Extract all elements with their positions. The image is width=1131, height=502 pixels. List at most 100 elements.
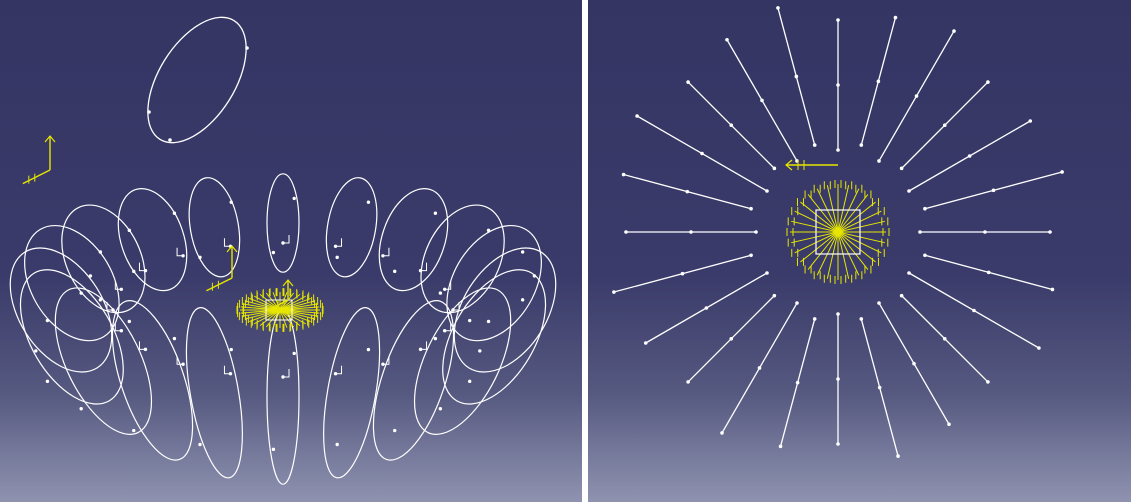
- vertex-point[interactable]: [918, 230, 922, 234]
- vertex-point[interactable]: [467, 379, 472, 384]
- vertex-point[interactable]: [127, 228, 132, 233]
- sketch-line[interactable]: [899, 80, 990, 171]
- constraint-anchor-icon[interactable]: [804, 265, 812, 274]
- vertex-point[interactable]: [749, 206, 753, 211]
- sketch-loop-detached[interactable]: [128, 0, 267, 159]
- constraint-anchor-icon[interactable]: [283, 288, 291, 297]
- vertex-point[interactable]: [442, 287, 447, 291]
- sketch-line[interactable]: [612, 253, 753, 294]
- vertex-point[interactable]: [972, 308, 976, 313]
- vertex-point[interactable]: [704, 306, 709, 310]
- vertex-point[interactable]: [438, 407, 443, 411]
- sketch-loop[interactable]: [433, 230, 577, 390]
- vertex-point[interactable]: [836, 83, 840, 87]
- sketch-loop[interactable]: [0, 230, 133, 390]
- sketch-line[interactable]: [907, 119, 1033, 193]
- constraint-anchor-icon[interactable]: [283, 323, 291, 332]
- vertex-point[interactable]: [79, 291, 83, 295]
- constraint-anchor-icon[interactable]: [241, 315, 249, 323]
- vertex-point[interactable]: [991, 188, 996, 193]
- sketch-loop[interactable]: [395, 274, 531, 449]
- constraint-anchor-icon[interactable]: [845, 181, 853, 190]
- vertex-point[interactable]: [418, 347, 423, 352]
- vertex-point[interactable]: [778, 444, 783, 449]
- vertex-point[interactable]: [393, 428, 397, 433]
- vertex-point[interactable]: [1048, 230, 1052, 234]
- vertex-point[interactable]: [621, 172, 626, 177]
- vertex-point[interactable]: [143, 347, 148, 352]
- vertex-point[interactable]: [132, 428, 136, 433]
- vertex-point[interactable]: [478, 349, 482, 353]
- vertex-point[interactable]: [986, 380, 990, 384]
- sketch-loop-curve[interactable]: [319, 174, 384, 281]
- sketch-line[interactable]: [776, 6, 817, 147]
- constraint-anchor-icon[interactable]: [804, 190, 812, 199]
- constraint-anchor-icon[interactable]: [834, 276, 842, 284]
- vertex-point[interactable]: [181, 254, 185, 258]
- vertex-point[interactable]: [795, 380, 800, 385]
- vertex-point[interactable]: [438, 291, 443, 295]
- isometric-wireframe-canvas[interactable]: [0, 0, 582, 502]
- sketch-loop[interactable]: [96, 291, 209, 469]
- vertex-point[interactable]: [765, 189, 769, 193]
- constraint-anchor-icon[interactable]: [311, 315, 319, 323]
- sketch-line[interactable]: [923, 170, 1064, 211]
- vertex-point[interactable]: [907, 271, 911, 275]
- sketch-loop[interactable]: [35, 274, 171, 449]
- sketch-loop-curve[interactable]: [266, 309, 300, 485]
- axis-triad-icon[interactable]: [271, 279, 294, 309]
- sketch-line[interactable]: [643, 271, 769, 345]
- top-view-wireframe-canvas[interactable]: [588, 0, 1131, 502]
- vertex-point[interactable]: [520, 298, 525, 302]
- constraint-anchor-icon[interactable]: [823, 181, 831, 190]
- vertex-point[interactable]: [1050, 287, 1055, 292]
- sketch-line[interactable]: [907, 271, 1041, 350]
- sketch-loop-curve[interactable]: [427, 209, 560, 358]
- sketch-line[interactable]: [899, 293, 990, 384]
- vertex-point[interactable]: [896, 454, 900, 458]
- vertex-point[interactable]: [1028, 119, 1033, 123]
- vertex-point[interactable]: [281, 375, 285, 379]
- constraint-anchor-icon[interactable]: [315, 302, 323, 311]
- sketch-line[interactable]: [836, 312, 840, 446]
- sketch-loop-curve[interactable]: [96, 291, 209, 469]
- center-square[interactable]: [265, 299, 293, 321]
- vertex-point[interactable]: [335, 255, 339, 260]
- isometric-3d-viewport[interactable]: [0, 0, 582, 502]
- sketch-loop-curve[interactable]: [176, 304, 253, 482]
- sketch-loop[interactable]: [266, 173, 300, 273]
- sketch-line[interactable]: [923, 253, 1055, 292]
- sketch-loop-curve[interactable]: [182, 174, 247, 281]
- constraint-anchor-icon[interactable]: [791, 248, 799, 257]
- sketch-loop-curve[interactable]: [367, 180, 460, 300]
- sketch-line[interactable]: [621, 172, 753, 211]
- vertex-point[interactable]: [914, 94, 919, 98]
- vertex-point[interactable]: [486, 319, 491, 324]
- vertex-point[interactable]: [877, 301, 881, 305]
- constraint-anchor-icon[interactable]: [238, 312, 246, 321]
- vertex-point[interactable]: [899, 293, 904, 298]
- sketch-loop[interactable]: [182, 174, 247, 281]
- vertex-point[interactable]: [381, 254, 385, 258]
- vertex-point[interactable]: [228, 372, 233, 376]
- constraint-anchor-icon[interactable]: [864, 265, 872, 274]
- vertex-point[interactable]: [729, 336, 734, 341]
- vertex-point[interactable]: [907, 189, 911, 193]
- constraint-anchor-icon[interactable]: [787, 217, 795, 226]
- sketch-loop-curve[interactable]: [45, 191, 161, 326]
- vertex-point[interactable]: [776, 6, 780, 10]
- vertex-point[interactable]: [79, 407, 83, 411]
- constraint-anchor-icon[interactable]: [882, 228, 890, 236]
- sketch-line[interactable]: [624, 230, 758, 234]
- constraint-anchor-icon[interactable]: [877, 248, 885, 257]
- constraint-anchor-icon[interactable]: [269, 323, 277, 332]
- sketch-line[interactable]: [859, 317, 900, 458]
- vertex-point[interactable]: [685, 189, 690, 194]
- vertex-point[interactable]: [686, 380, 690, 384]
- sketch-loop-curve[interactable]: [0, 252, 145, 421]
- vertex-point[interactable]: [229, 347, 233, 352]
- vertex-point[interactable]: [812, 317, 817, 321]
- vertex-point[interactable]: [765, 271, 769, 275]
- sketch-loop[interactable]: [427, 209, 560, 358]
- vertex-point[interactable]: [772, 166, 777, 171]
